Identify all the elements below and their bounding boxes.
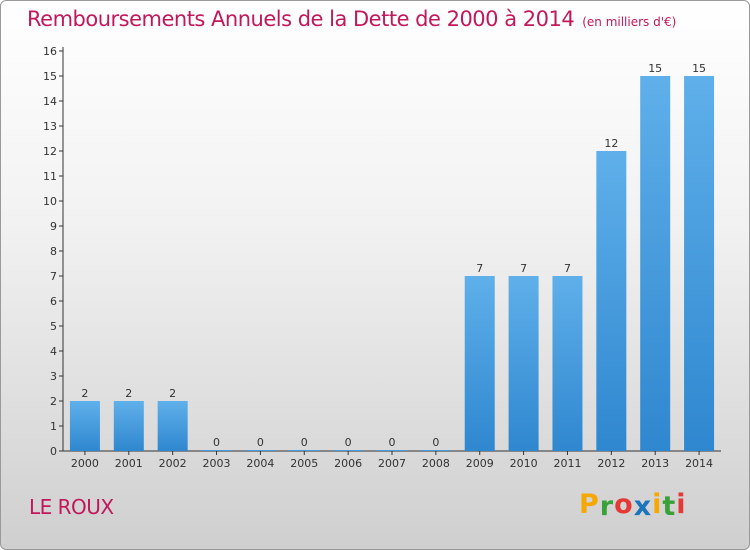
data-label: 2 [81,387,88,400]
chart-title-text: Remboursements Annuels de la Dette de 20… [27,7,575,31]
y-tick-label: 7 [50,270,57,283]
x-tick-label: 2001 [115,457,143,470]
bar [596,151,627,451]
bar [464,276,495,451]
data-label: 0 [257,436,264,449]
bar [508,276,539,451]
logo-letter: P [579,489,600,520]
data-label: 0 [301,436,308,449]
x-tick-label: 2008 [422,457,450,470]
x-tick-label: 2014 [685,457,713,470]
bar [552,276,583,451]
logo-letter: r [599,491,615,522]
x-tick-label: 2005 [290,457,318,470]
data-label: 15 [692,62,706,75]
x-tick-label: 2003 [203,457,231,470]
x-tick-label: 2000 [71,457,99,470]
y-tick-label: 13 [43,120,57,133]
logo-letter: o [614,489,634,520]
chart-title: Remboursements Annuels de la Dette de 20… [27,7,676,31]
y-tick-label: 5 [50,320,57,333]
data-label: 2 [169,387,176,400]
y-tick-label: 11 [43,170,57,183]
bar [640,76,671,451]
x-tick-label: 2010 [510,457,538,470]
y-tick-label: 1 [50,420,57,433]
x-tick-label: 2013 [641,457,669,470]
x-tick-label: 2011 [553,457,581,470]
data-label: 0 [432,436,439,449]
data-label: 2 [125,387,132,400]
y-tick-label: 2 [50,395,57,408]
logo-letter: i [676,489,687,520]
logo-letter: i [652,489,663,520]
y-tick-label: 10 [43,195,57,208]
data-label: 7 [476,262,483,275]
bar [201,450,232,451]
y-tick-label: 6 [50,295,57,308]
bar [289,450,320,451]
x-tick-label: 2004 [246,457,274,470]
x-tick-label: 2006 [334,457,362,470]
x-tick-label: 2009 [466,457,494,470]
logo-letter: x [633,491,653,522]
bar [420,450,451,451]
bar [333,450,364,451]
y-tick-label: 4 [50,345,57,358]
data-label: 15 [648,62,662,75]
bar [157,401,188,451]
data-label: 0 [389,436,396,449]
x-tick-label: 2002 [159,457,187,470]
data-label: 12 [604,137,618,150]
chart-unit: (en milliers d'€) [582,15,677,29]
bar [684,76,715,451]
y-tick-label: 8 [50,245,57,258]
bar [69,401,100,451]
y-tick-label: 15 [43,70,57,83]
data-label: 0 [213,436,220,449]
y-tick-label: 12 [43,145,57,158]
logo-letter: t [662,491,677,522]
y-tick-label: 16 [43,45,57,58]
x-tick-label: 2007 [378,457,406,470]
data-label: 7 [564,262,571,275]
data-label: 7 [520,262,527,275]
bar [113,401,144,451]
bar [377,450,407,451]
commune-name: LE ROUX [29,495,114,519]
y-tick-label: 0 [50,445,57,458]
data-label: 0 [345,436,352,449]
bar [245,450,276,451]
y-tick-label: 3 [50,370,57,383]
y-tick-label: 14 [43,95,57,108]
proxiti-logo: Proxiti [579,489,687,522]
x-tick-label: 2012 [597,457,625,470]
y-tick-label: 9 [50,220,57,233]
